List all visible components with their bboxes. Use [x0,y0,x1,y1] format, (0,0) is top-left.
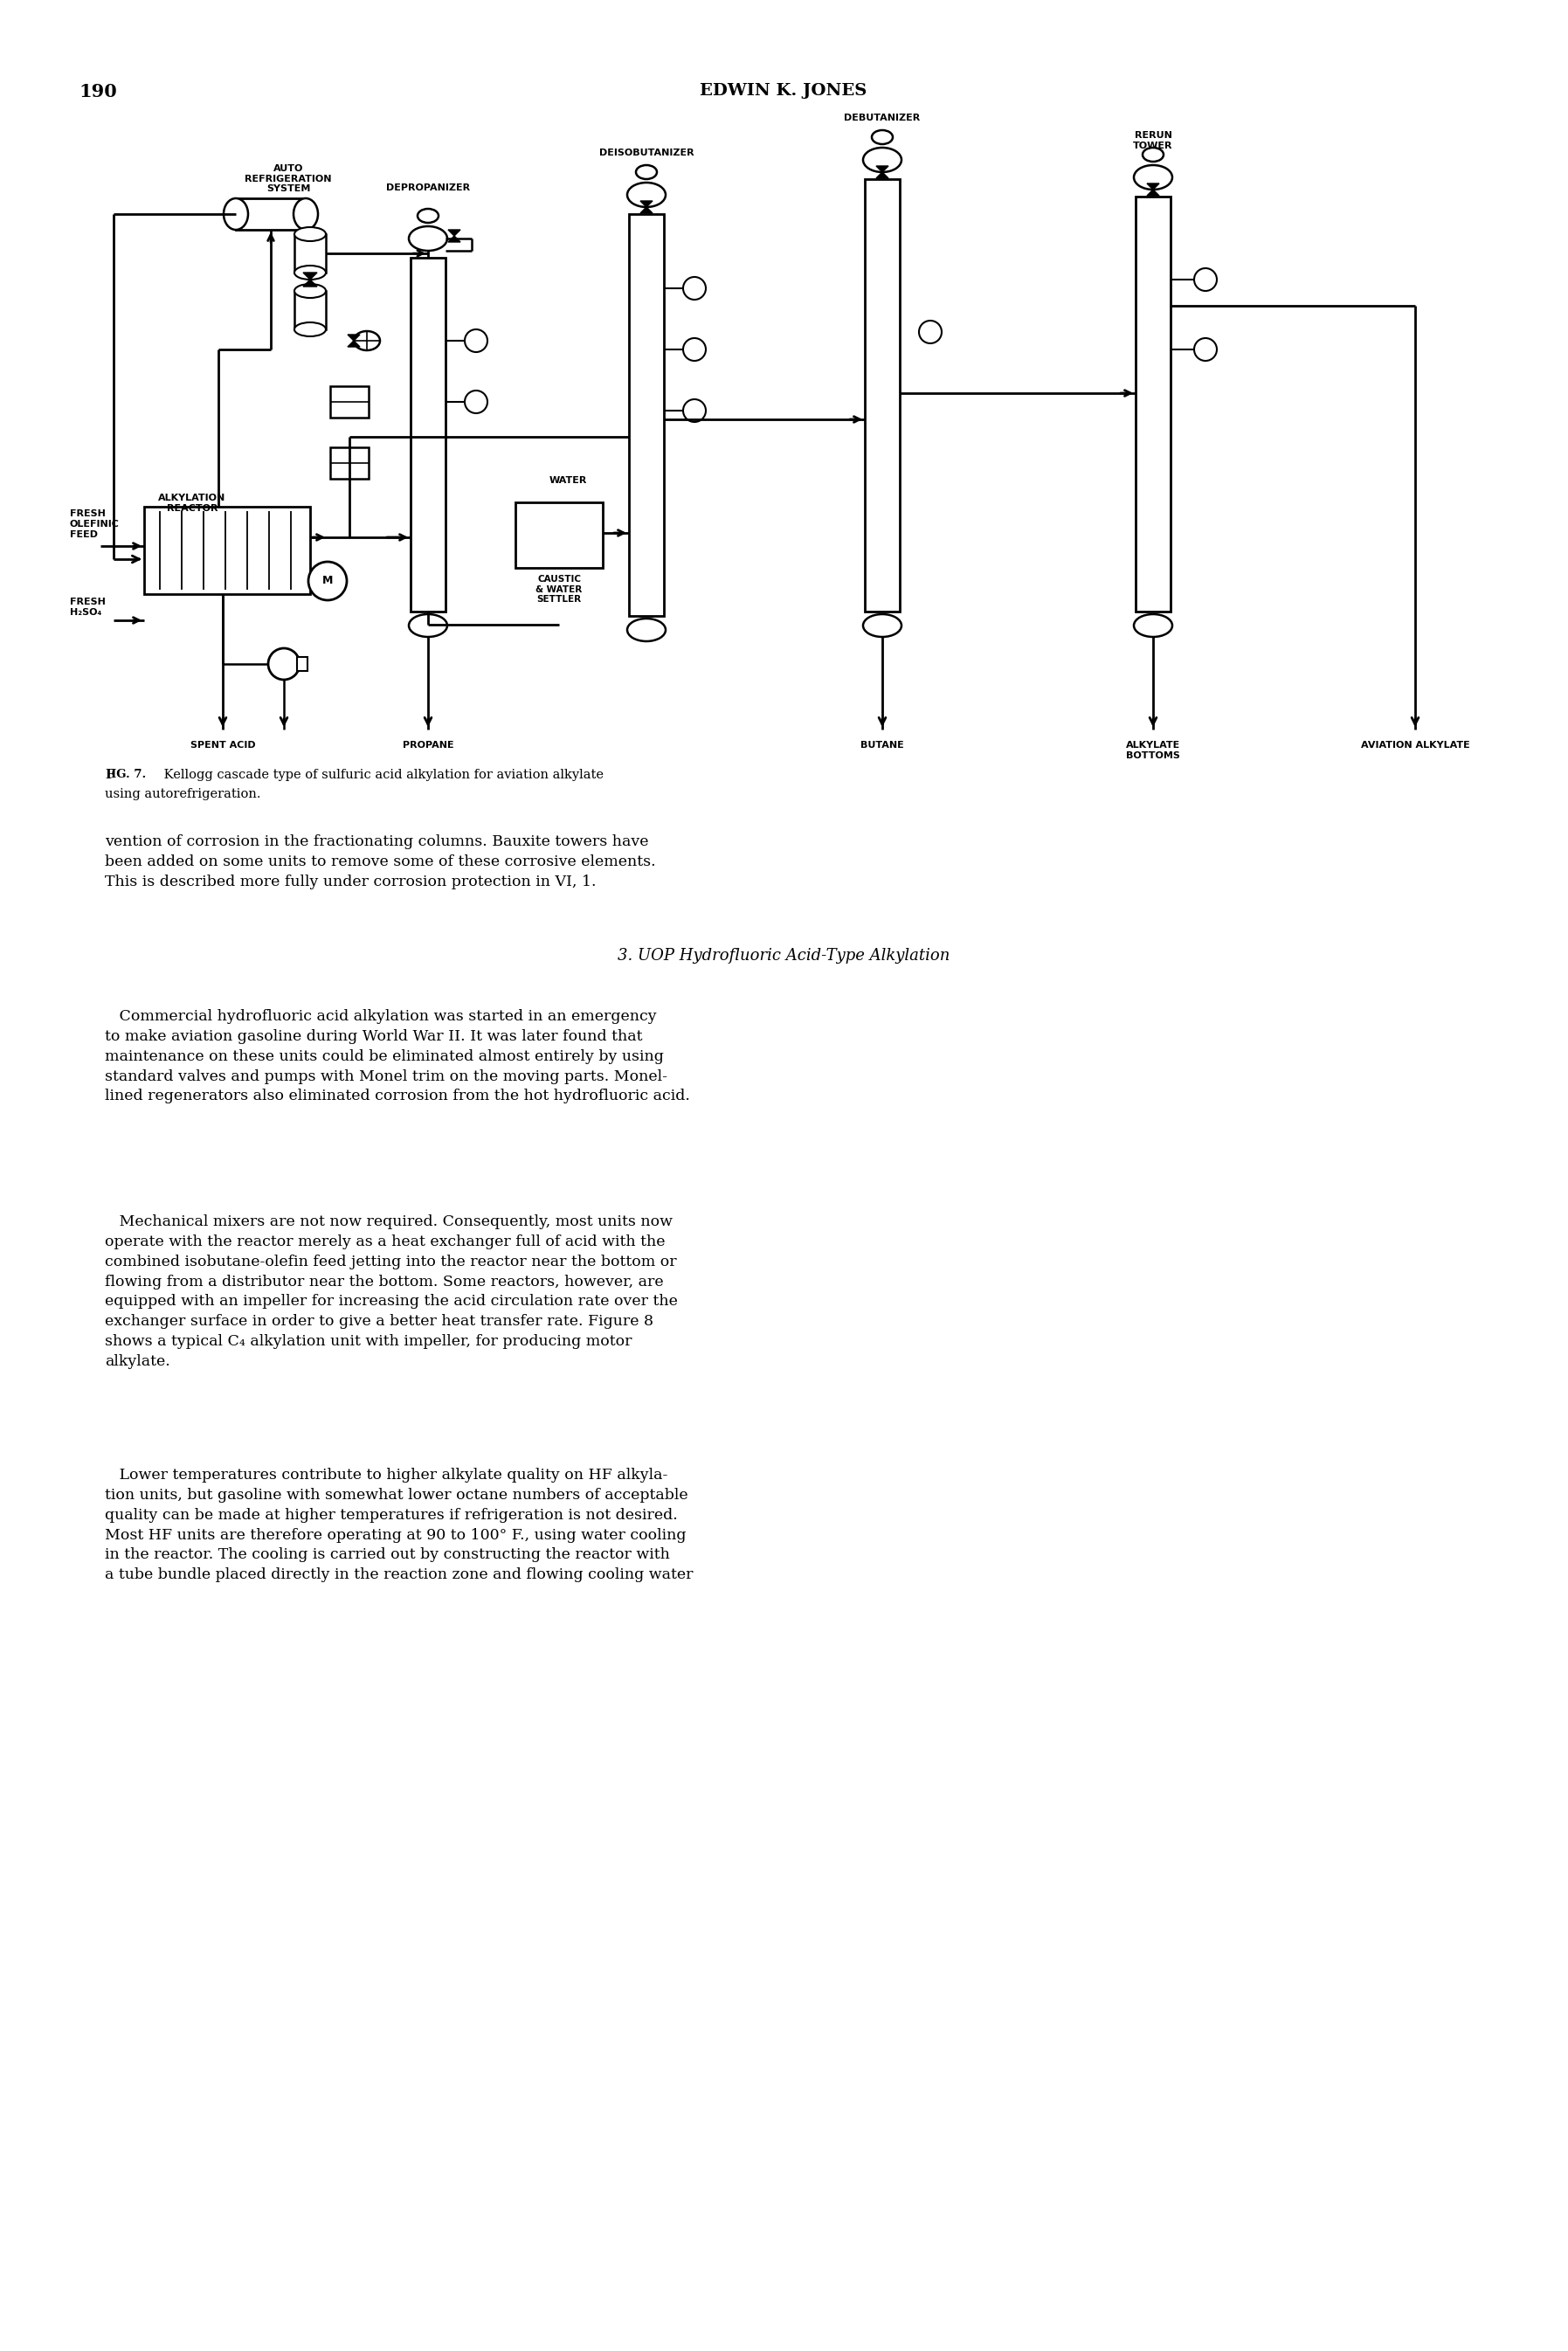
Bar [144,508,310,595]
Text: BUTANE: BUTANE [861,741,905,750]
Bar [866,179,900,611]
Text: ALKYLATE
BOTTOMS: ALKYLATE BOTTOMS [1126,741,1181,759]
Ellipse shape [409,226,447,252]
Text: PROPANE: PROPANE [403,741,453,750]
Ellipse shape [1195,268,1217,292]
Ellipse shape [627,618,666,642]
Text: vention of corrosion in the fractionating columns. Bauxite towers have
been adde: vention of corrosion in the fractionatin… [105,835,655,889]
Ellipse shape [464,329,488,353]
Bar [295,292,326,329]
Ellipse shape [872,129,892,143]
Ellipse shape [684,277,706,299]
Ellipse shape [224,197,248,230]
Ellipse shape [627,183,666,207]
Ellipse shape [919,320,942,343]
Text: FRESH
H₂SO₄: FRESH H₂SO₄ [71,597,105,616]
Text: WATER: WATER [549,477,586,484]
Polygon shape [877,167,889,179]
Ellipse shape [1134,614,1173,637]
Bar [1135,197,1171,611]
Bar [296,656,307,670]
Ellipse shape [409,614,447,637]
Text: using autorefrigeration.: using autorefrigeration. [105,788,260,799]
Ellipse shape [1143,148,1163,162]
Text: 3. UOP Hydrofluoric Acid-Type Alkylation: 3. UOP Hydrofluoric Acid-Type Alkylation [618,947,950,964]
Text: Mechanical mixers are not now required. Consequently, most units now
operate wit: Mechanical mixers are not now required. … [105,1215,677,1368]
Bar [331,447,368,480]
Ellipse shape [1195,339,1217,360]
Text: ALKYLATION
REACTOR: ALKYLATION REACTOR [158,494,226,513]
Text: 190: 190 [78,82,118,101]
Text: CAUSTIC
& WATER
SETTLER: CAUSTIC & WATER SETTLER [536,576,582,604]
Text: F: F [105,769,114,781]
Ellipse shape [637,165,657,179]
Polygon shape [303,273,317,287]
Bar [331,386,368,418]
Polygon shape [448,230,461,242]
Ellipse shape [268,649,299,679]
Ellipse shape [464,390,488,414]
Text: DEBUTANIZER: DEBUTANIZER [844,113,920,122]
Text: DEPROPANIZER: DEPROPANIZER [386,183,470,193]
Text: M: M [321,576,332,588]
Ellipse shape [295,228,326,242]
Text: AUTO
REFRIGERATION
SYSTEM: AUTO REFRIGERATION SYSTEM [245,165,332,193]
Bar [411,259,445,611]
Text: DEISOBUTANIZER: DEISOBUTANIZER [599,148,695,158]
Ellipse shape [862,614,902,637]
Text: Lower temperatures contribute to higher alkylate quality on HF alkyla-
tion unit: Lower temperatures contribute to higher … [105,1467,693,1582]
Text: AVIATION ALKYLATE: AVIATION ALKYLATE [1361,741,1469,750]
Text: IG. 7.: IG. 7. [111,769,146,781]
Bar [235,197,306,230]
Text: FRESH
OLEFINIC
FEED: FRESH OLEFINIC FEED [71,510,119,538]
Ellipse shape [309,562,347,600]
Ellipse shape [354,331,379,350]
Ellipse shape [295,322,326,336]
Text: EDWIN K. JONES: EDWIN K. JONES [699,82,867,99]
Ellipse shape [684,339,706,360]
Polygon shape [1146,183,1159,195]
Ellipse shape [295,284,326,299]
Text: RERUN
TOWER: RERUN TOWER [1134,132,1173,150]
Text: Kellogg cascade type of sulfuric acid alkylation for aviation alkylate: Kellogg cascade type of sulfuric acid al… [160,769,604,781]
Ellipse shape [293,197,318,230]
Bar [516,503,602,569]
Bar [295,235,326,273]
Bar [629,214,663,616]
Ellipse shape [684,400,706,421]
Ellipse shape [295,266,326,280]
Polygon shape [640,200,652,214]
Ellipse shape [1134,165,1173,190]
Text: SPENT ACID: SPENT ACID [190,741,256,750]
Ellipse shape [417,209,439,223]
Polygon shape [348,334,361,348]
Ellipse shape [862,148,902,172]
Text: Commercial hydrofluoric acid alkylation was started in an emergency
to make avia: Commercial hydrofluoric acid alkylation … [105,1009,690,1103]
